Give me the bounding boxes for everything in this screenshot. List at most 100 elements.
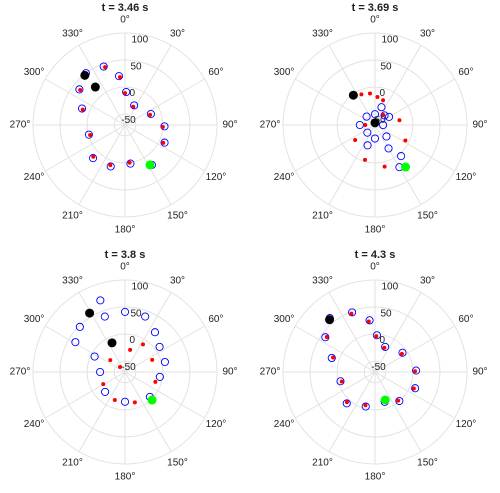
point bbox=[375, 94, 380, 99]
angle-tick-label: 60° bbox=[458, 67, 473, 78]
angle-grid-line bbox=[328, 45, 376, 126]
point bbox=[363, 128, 372, 137]
point bbox=[321, 333, 330, 342]
point bbox=[160, 357, 169, 367]
subplot-title: t = 3.46 s bbox=[102, 2, 149, 14]
radial-tick-label: -50 bbox=[121, 115, 136, 126]
point bbox=[132, 400, 137, 405]
angle-grid-line bbox=[45, 371, 126, 419]
angle-tick-label: 300° bbox=[24, 67, 45, 78]
angle-tick-label: 150° bbox=[417, 211, 438, 222]
point bbox=[106, 162, 115, 171]
subplot: t = 3.69 s0° 30° 60° 90° 120° 150° 180° 210° 240… bbox=[260, 2, 488, 236]
point bbox=[336, 377, 345, 386]
angle-tick-label: 30° bbox=[420, 29, 435, 40]
point bbox=[131, 104, 136, 109]
point bbox=[123, 91, 127, 96]
point bbox=[161, 140, 166, 145]
marker bbox=[90, 82, 100, 92]
point bbox=[381, 342, 390, 351]
radial-grid-ring bbox=[113, 113, 137, 137]
point bbox=[130, 101, 139, 110]
angle-tick-label: 60° bbox=[208, 314, 223, 325]
angle-tick-label: 180° bbox=[115, 472, 136, 483]
angle-grid-line bbox=[295, 325, 376, 373]
angle-tick-label: 180° bbox=[115, 225, 136, 236]
subplot: t = 3.8 s0° 30° 60° 90° 120° 150° 180° 210° 240°… bbox=[10, 249, 238, 483]
angle-grid-line bbox=[124, 292, 172, 373]
radial-grid-ring bbox=[32, 279, 218, 465]
radial-tick-label: 0 bbox=[129, 88, 135, 99]
point bbox=[88, 132, 93, 137]
marker bbox=[380, 395, 390, 405]
point bbox=[75, 322, 84, 331]
angle-tick-label: 270° bbox=[260, 120, 281, 131]
point bbox=[100, 312, 109, 321]
point bbox=[397, 118, 402, 123]
point bbox=[395, 396, 404, 406]
point bbox=[331, 355, 336, 360]
point bbox=[342, 399, 351, 408]
angle-tick-label: 300° bbox=[274, 67, 295, 78]
angle-grid-line bbox=[374, 124, 422, 205]
angle-tick-label: 0° bbox=[370, 262, 380, 273]
point bbox=[160, 124, 165, 129]
angle-tick-label: 90° bbox=[222, 367, 237, 378]
angle-tick-label: 90° bbox=[222, 120, 237, 131]
point bbox=[101, 387, 110, 396]
radial-tick-label: 100 bbox=[381, 35, 398, 46]
radial-grid-ring bbox=[336, 86, 414, 164]
radial-grid-ring bbox=[309, 306, 441, 438]
angle-tick-label: 180° bbox=[365, 472, 386, 483]
point bbox=[91, 154, 96, 159]
point bbox=[78, 104, 87, 113]
marker bbox=[85, 308, 95, 318]
point bbox=[363, 403, 368, 408]
angle-tick-label: 30° bbox=[420, 276, 435, 287]
angle-tick-label: 330° bbox=[62, 29, 83, 40]
subplot-title: t = 3.69 s bbox=[352, 2, 399, 14]
angle-tick-label: 240° bbox=[274, 419, 295, 430]
point bbox=[411, 386, 416, 391]
angle-grid-line bbox=[374, 325, 455, 373]
radial-tick-label: 50 bbox=[130, 308, 142, 319]
angle-tick-label: 300° bbox=[24, 314, 45, 325]
angle-tick-label: 120° bbox=[206, 419, 227, 430]
radial-tick-label: -50 bbox=[371, 362, 386, 373]
point bbox=[126, 159, 135, 168]
point bbox=[361, 402, 370, 411]
subplot: t = 3.46 s0° 30° 60° 90° 120° 150° 180° 210° 240… bbox=[10, 2, 238, 236]
point bbox=[363, 123, 368, 127]
point bbox=[370, 110, 380, 119]
point bbox=[363, 141, 372, 150]
angle-grid-line bbox=[45, 78, 126, 126]
point bbox=[384, 144, 393, 153]
radial-tick-label: 0 bbox=[129, 335, 135, 346]
angle-tick-label: 180° bbox=[365, 225, 386, 236]
radial-grid-ring bbox=[59, 306, 191, 438]
angle-grid-line bbox=[124, 371, 205, 419]
point bbox=[75, 85, 84, 94]
point bbox=[396, 398, 401, 403]
point bbox=[381, 112, 386, 117]
radial-grid-ring bbox=[59, 59, 191, 191]
angle-tick-label: 240° bbox=[24, 419, 45, 430]
point bbox=[120, 397, 130, 406]
point bbox=[114, 72, 124, 81]
point bbox=[96, 296, 105, 305]
point bbox=[374, 334, 379, 339]
radial-tick-label: 50 bbox=[130, 61, 142, 72]
angle-grid-line bbox=[374, 124, 455, 172]
point bbox=[108, 163, 113, 168]
point bbox=[155, 372, 164, 381]
angle-grid-line bbox=[374, 292, 422, 373]
angle-tick-label: 300° bbox=[274, 314, 295, 325]
angle-tick-label: 210° bbox=[312, 458, 333, 469]
angle-grid-line bbox=[124, 45, 172, 126]
angle-tick-label: 0° bbox=[120, 15, 130, 26]
radial-tick-label: 50 bbox=[380, 61, 392, 72]
angle-grid-line bbox=[45, 124, 126, 172]
point bbox=[80, 107, 85, 112]
radial-tick-label: 100 bbox=[131, 35, 148, 46]
